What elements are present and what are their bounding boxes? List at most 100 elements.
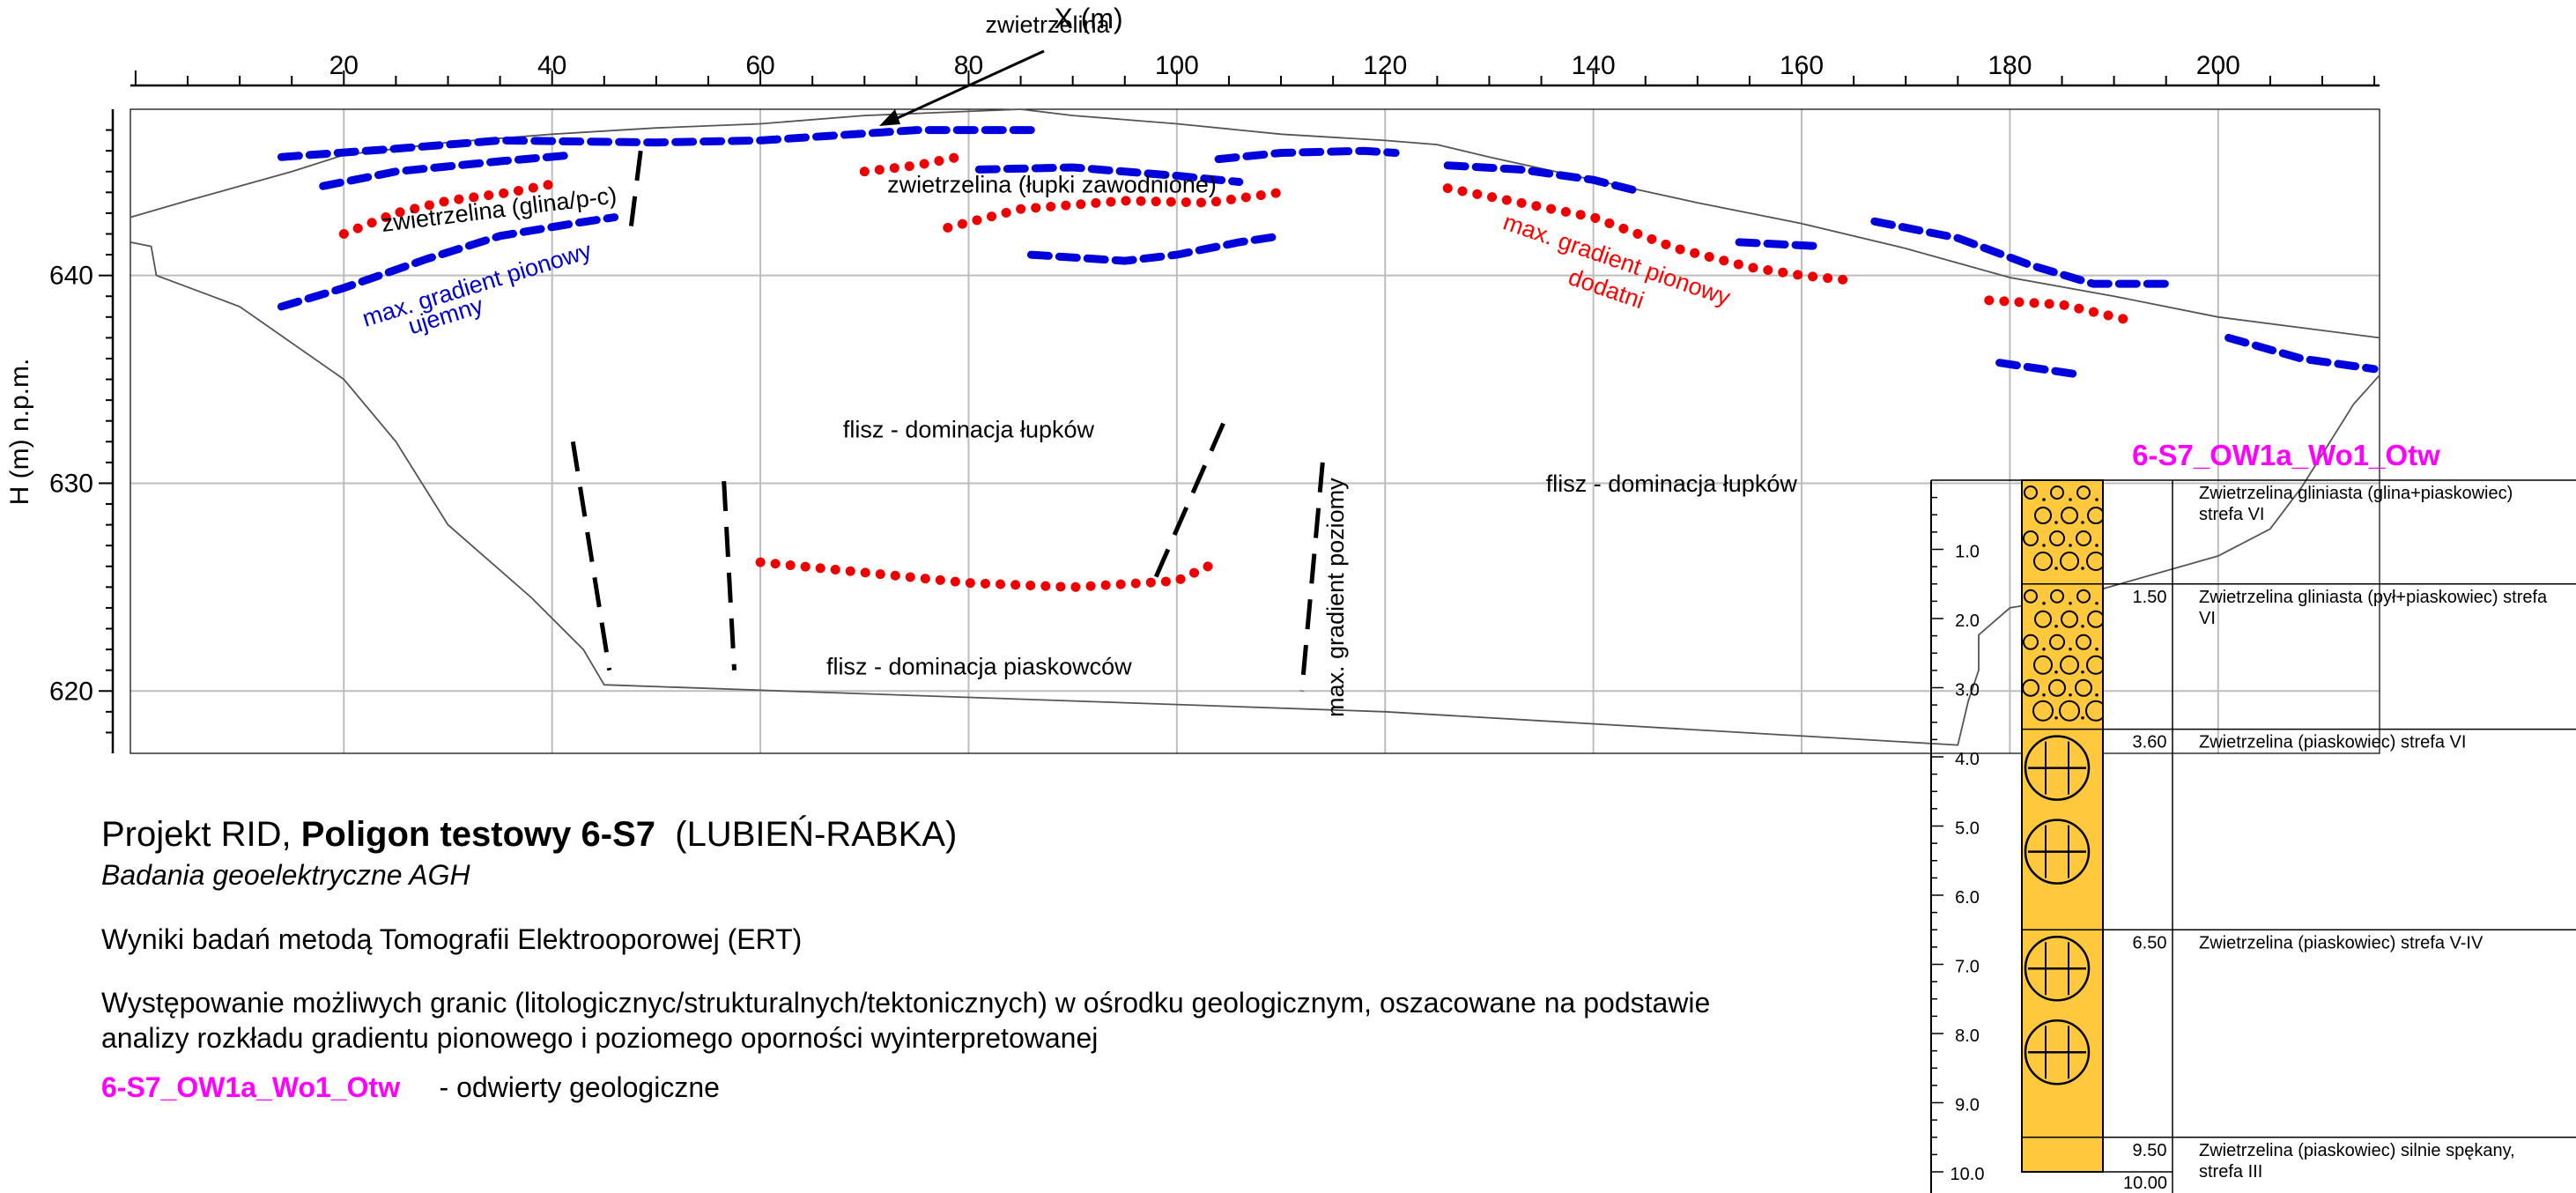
title-prefix: Projekt RID, (101, 815, 301, 854)
gravel-symbol (2060, 655, 2079, 675)
depth-label-2: 3.0 (1955, 681, 1980, 700)
gravel-dot (2107, 625, 2111, 628)
negative-gradient-line-1 (319, 151, 577, 190)
gravel-dot (2069, 544, 2072, 547)
gravel-symbol (2034, 610, 2052, 628)
gravel-symbol (2033, 655, 2053, 675)
gradient-series-layer (277, 126, 2379, 692)
depth-label-9: 10.0 (1951, 1165, 1985, 1184)
gravel-dot (2081, 670, 2084, 674)
gravel-dot (2081, 567, 2084, 570)
gravel-dot (2042, 544, 2046, 547)
topography-layer (130, 108, 2380, 746)
gravel-symbol (2034, 507, 2052, 524)
legend-borehole: 6-S7_OW1a_Wo1_Otw - odwierty geologiczne (101, 1071, 720, 1104)
gravel-symbol (2059, 700, 2080, 722)
positive-gradient-line-16 (755, 557, 1213, 592)
grid-lines (130, 109, 2380, 753)
method-text: Wyniki badań metodą Tomografii Elektroop… (101, 923, 803, 955)
gravel-symbol (2024, 589, 2038, 604)
depth-label-4: 5.0 (1955, 819, 1980, 839)
layer-description-2: Zwietrzelina (piaskowiec) strefa VI (2199, 733, 2466, 752)
x-tick-label-40: 40 (537, 51, 566, 80)
y-tick-label-640: 640 (49, 262, 93, 291)
plot-frame (130, 108, 2380, 754)
project-title: Projekt RID, Poligon testowy 6-S7 (LUBIE… (101, 815, 957, 855)
gravel-symbol (2023, 634, 2039, 650)
gravel-dot (2095, 498, 2099, 501)
project-subtitle: Badania geoelektryczne AGH (101, 859, 470, 891)
depth-label-8: 9.0 (1955, 1096, 1980, 1115)
x-tick-label-140: 140 (1572, 51, 1616, 80)
borehole-bottom-depth: 10.00 (2123, 1174, 2167, 1193)
depth-label-1: 2.0 (1955, 611, 1980, 631)
layer-depth-3: 6.50 (2133, 933, 2167, 952)
description-line-1: Występowanie możliwych granic (litologic… (101, 987, 1711, 1019)
depth-label-0: 1.0 (1955, 543, 1980, 562)
layer-description-1: Zwietrzelina gliniasta (pył+piaskowiec) … (2199, 588, 2548, 607)
negative-gradient-line-9 (1995, 359, 2087, 380)
title-bold: Poligon testowy 6-S7 (300, 815, 656, 854)
horizontal-gradient-line-20 (1153, 409, 1232, 578)
x-tick-label-60: 60 (745, 51, 774, 80)
depth-label-5: 6.0 (1955, 888, 1980, 908)
gravel-dot (2054, 567, 2058, 570)
gravel-dot (2042, 693, 2046, 697)
gravel-dot (2107, 716, 2111, 720)
depth-label-6: 7.0 (1955, 958, 1980, 977)
gravel-dot (2069, 498, 2072, 501)
positive-gradient-line-12 (859, 152, 964, 177)
y-tick-label-620: 620 (49, 677, 93, 706)
gravel-symbol (2050, 485, 2064, 500)
title-suffix: (LUBIEŃ-RABKA) (655, 815, 958, 854)
layer-depth-4: 9.50 (2133, 1141, 2167, 1160)
gravel-dot (2042, 498, 2046, 501)
annotation-arrow-line (889, 49, 1045, 123)
x-tick-label-200: 200 (2196, 51, 2240, 80)
annotation-10: zwietrzelina (985, 11, 1110, 38)
gravel-symbol (2086, 552, 2103, 571)
positive-gradient-line-15 (1984, 295, 2129, 324)
x-tick-label-20: 20 (329, 51, 359, 80)
negative-gradient-line-6 (1443, 161, 1640, 195)
negative-gradient-line-2 (277, 213, 619, 311)
horizontal-gradient-line-17 (627, 150, 643, 234)
gravel-dot (2095, 647, 2099, 651)
gravel-symbol (2087, 610, 2103, 628)
gravel-symbol (2075, 678, 2092, 697)
sandstone-symbol (2024, 735, 2091, 801)
layer-description-1: VI (2199, 609, 2216, 628)
annotation-6: flisz - dominacja łupków (843, 417, 1095, 443)
gravel-symbol (2033, 552, 2053, 571)
horizontal-gradient-line-19 (722, 480, 737, 671)
gravel-dot (2054, 521, 2058, 524)
annotation-7: flisz - dominacja łupków (1546, 471, 1798, 497)
gravel-dot (2107, 521, 2111, 524)
depth-label-3: 4.0 (1955, 750, 1980, 769)
layer-description-0: strefa VI (2199, 505, 2264, 524)
x-tick-label-180: 180 (1988, 51, 2032, 80)
layer-description-4: strefa III (2199, 1162, 2262, 1182)
x-tick-label-160: 160 (1780, 51, 1824, 80)
annotations-layer: zwietrzelina (glina/p-c) zwietrzelina (łu… (359, 11, 1798, 717)
sandstone-symbol (2024, 936, 2091, 1002)
gravel-symbol (2076, 589, 2091, 604)
annotation-0: zwietrzelina (glina/p-c) (380, 182, 618, 237)
sandstone-symbol (2024, 819, 2091, 885)
gravel-symbol (2061, 507, 2078, 524)
gravel-dot (2069, 601, 2072, 605)
gravel-dot (2069, 647, 2072, 651)
x-tick-label-80: 80 (954, 51, 983, 80)
gravel-symbol (2032, 700, 2054, 722)
gravel-dot (2095, 544, 2099, 547)
y-tick-label-630: 630 (49, 469, 93, 498)
gravel-symbol (2050, 589, 2064, 604)
topography-line (130, 108, 2380, 339)
gravel-dot (2107, 671, 2111, 674)
legend-borehole-name: 6-S7_OW1a_Wo1_Otw (101, 1071, 401, 1103)
annotation-1: zwietrzelina (łupki zawodnione) (887, 171, 1217, 197)
gravel-symbol (2049, 634, 2065, 650)
gravel-dot (2107, 567, 2111, 570)
section-outline (130, 241, 2380, 746)
sandstone-symbol (2024, 1019, 2091, 1086)
